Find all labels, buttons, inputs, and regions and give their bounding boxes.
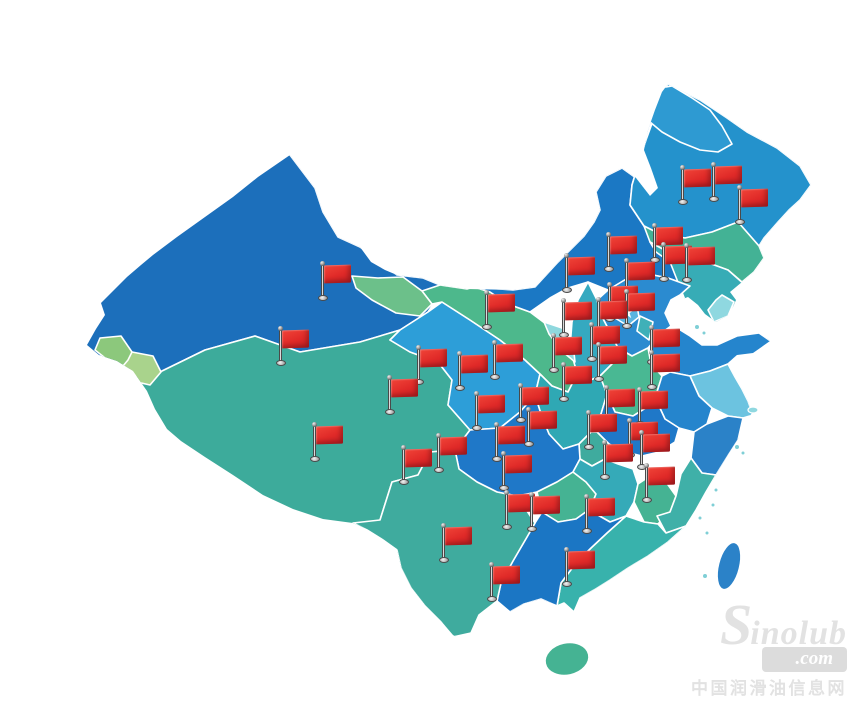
islet	[695, 325, 699, 329]
islet	[714, 488, 718, 492]
islet	[711, 503, 715, 507]
islet	[698, 516, 702, 520]
island-taiwan	[716, 541, 742, 591]
islet	[735, 445, 739, 449]
watermark-brand-rest: inolub	[750, 614, 847, 652]
capital-star-icon: ★	[619, 302, 635, 323]
watermark-brand-initial: S	[720, 591, 752, 657]
province-heilongjiang-north	[649, 85, 733, 153]
province-gansu-west	[351, 275, 433, 317]
watermark-brand: Sinolub	[691, 595, 847, 653]
islet	[703, 574, 707, 578]
watermark: Sinolub .com 中国润滑油信息网	[691, 595, 847, 699]
island-hainan	[544, 642, 590, 676]
province-tianjin	[636, 315, 654, 341]
watermark-site-name: 中国润滑油信息网	[691, 679, 847, 698]
watermark-domain-pill: .com	[761, 647, 847, 672]
province-shandong	[649, 327, 773, 377]
islet	[705, 531, 709, 535]
islet	[702, 331, 706, 335]
islet	[741, 451, 745, 455]
islet-chongming	[747, 406, 759, 414]
